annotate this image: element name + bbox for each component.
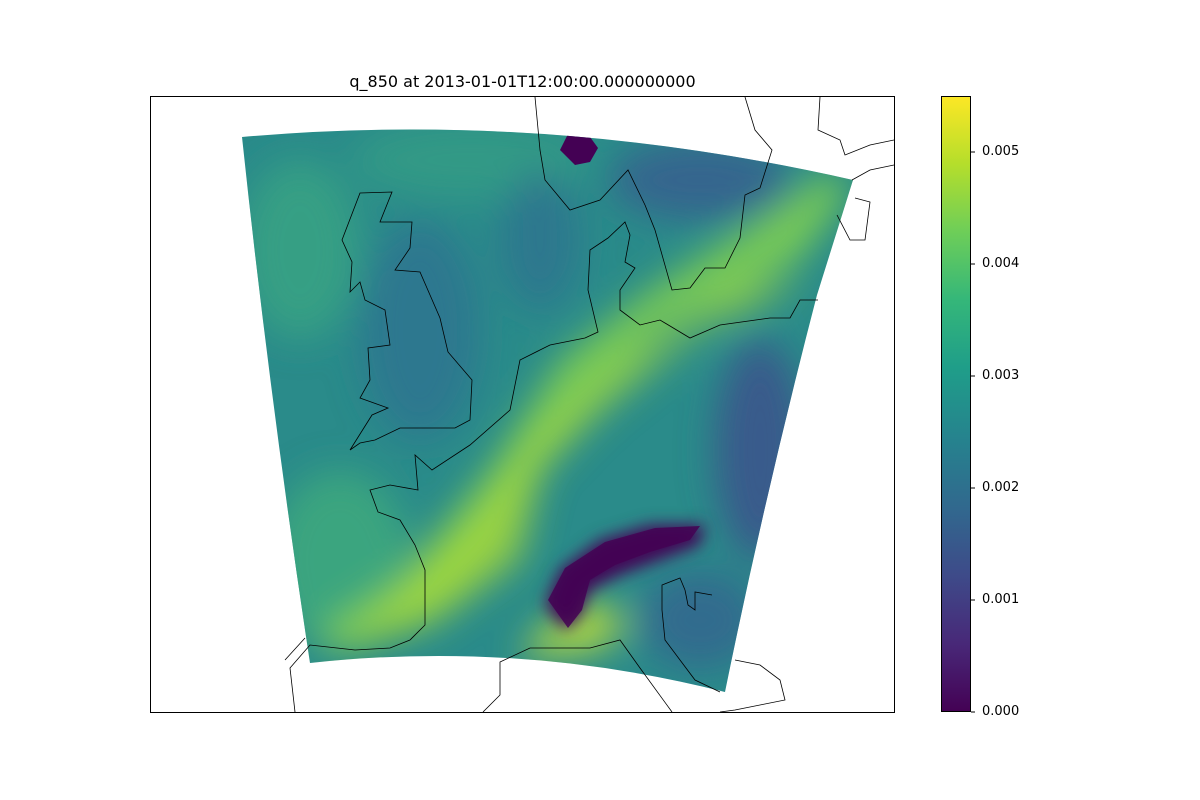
colorbar-tick-label: 0.005: [982, 144, 1020, 159]
coastlines: [284, 97, 894, 712]
colorbar-tick-label: 0.001: [982, 592, 1020, 607]
colorbar: [941, 96, 971, 712]
colorbar-tick-label: 0.002: [982, 480, 1020, 495]
colorbar-tick-label: 0.003: [982, 368, 1020, 383]
colorbar-tick-label: 0.004: [982, 256, 1020, 271]
colorbar-frame: [941, 96, 971, 712]
colorbar-ticks: [971, 151, 975, 713]
colorbar-tick-label: 0.000: [982, 704, 1020, 719]
map-title: q_850 at 2013-01-01T12:00:00.000000000: [349, 72, 696, 91]
